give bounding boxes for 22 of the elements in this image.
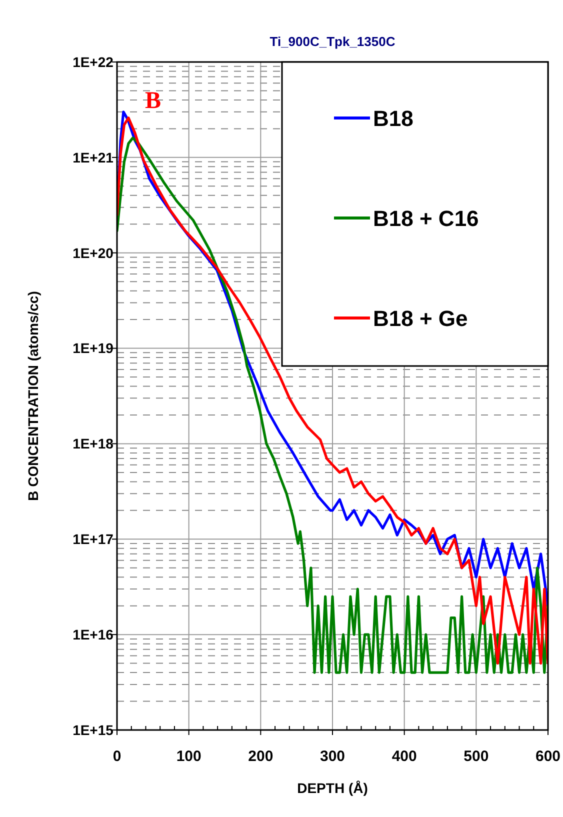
- legend-label: B18 + Ge: [373, 306, 468, 331]
- y-tick-label: 1E+17: [72, 531, 114, 548]
- x-tick-label: 400: [392, 748, 417, 765]
- y-tick-label: 1E+21: [72, 149, 114, 166]
- annotation: B: [144, 88, 162, 114]
- y-tick-label: 1E+16: [72, 626, 114, 642]
- x-axis-title: DEPTH (Å): [297, 780, 368, 796]
- y-tick-label: 1E+20: [72, 244, 114, 261]
- x-tick-label: 200: [248, 748, 274, 765]
- y-tick-label: 1E+15: [72, 722, 114, 738]
- chart-title: Ti_900C_Tpk_1350C: [270, 34, 396, 49]
- x-tick-label: 300: [320, 748, 346, 765]
- x-tick-label: 500: [464, 748, 489, 765]
- y-axis-title: B CONCENTRATION (atoms/cc): [25, 291, 41, 501]
- x-tick-label: 0: [112, 748, 122, 765]
- y-tick-label: 1E+18: [72, 436, 114, 452]
- y-tick-label: 1E+19: [72, 340, 114, 356]
- y-tick-label: 1E+22: [72, 54, 114, 70]
- x-tick-label: 100: [176, 748, 202, 765]
- legend-label: B18 + C16: [373, 206, 479, 231]
- x-tick-label: 600: [535, 748, 561, 765]
- legend-label: B18: [373, 106, 414, 131]
